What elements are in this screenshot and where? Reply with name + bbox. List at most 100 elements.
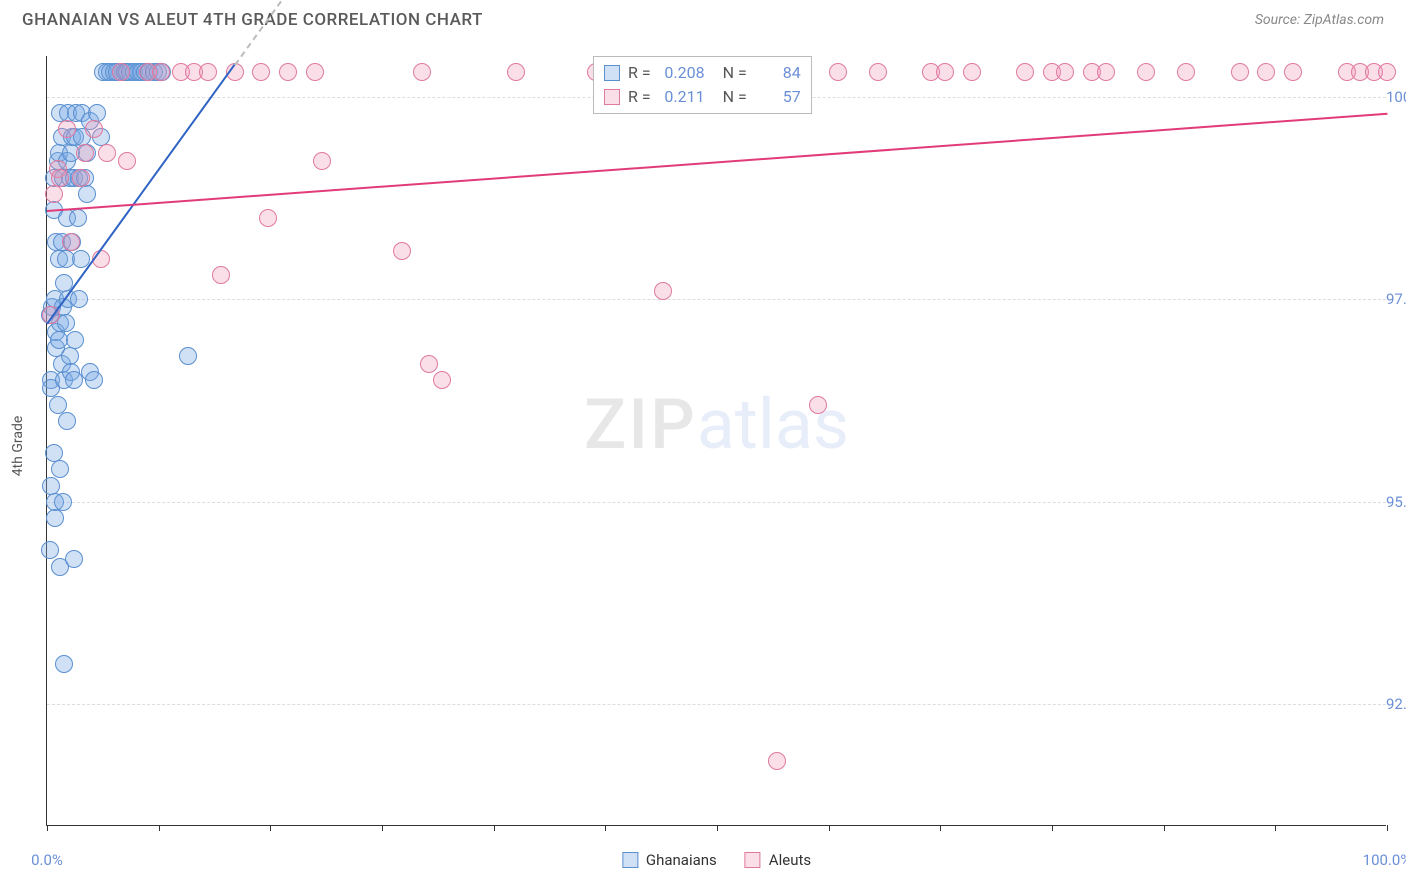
data-point (1284, 63, 1302, 81)
y-tick-label: 100.0% (1378, 88, 1406, 106)
data-point (259, 209, 277, 227)
data-point (42, 477, 60, 495)
legend-label: Aleuts (769, 851, 811, 869)
data-point (507, 63, 525, 81)
stat-label: R = (628, 85, 651, 109)
x-tick (605, 825, 606, 831)
data-point (433, 371, 451, 389)
scatter-plot-area: ZIPatlas GhanaiansAleuts 0.0%100.0%R =0.… (46, 56, 1386, 826)
data-point (1378, 63, 1396, 81)
data-point (393, 242, 411, 260)
data-point (112, 63, 130, 81)
data-point (118, 152, 136, 170)
legend-item: Ghanaians (622, 851, 717, 869)
data-point (1016, 63, 1034, 81)
x-tick-label: 0.0% (31, 851, 63, 869)
stats-row: R = 0.208 N = 84 (604, 61, 801, 85)
data-point (72, 169, 90, 187)
stat-label: N = (723, 61, 747, 85)
data-point (58, 412, 76, 430)
data-point (809, 396, 827, 414)
y-tick-label: 97.5% (1378, 290, 1406, 308)
x-tick (940, 825, 941, 831)
x-tick (717, 825, 718, 831)
x-tick (159, 825, 160, 831)
data-point (1097, 63, 1115, 81)
x-tick (47, 825, 48, 831)
gridline-horizontal (47, 299, 1386, 300)
data-point (78, 185, 96, 203)
x-tick-label: 100.0% (1363, 851, 1406, 869)
data-point (179, 347, 197, 365)
data-point (55, 655, 73, 673)
n-value: 84 (755, 61, 801, 85)
data-point (313, 152, 331, 170)
trendline (47, 113, 1387, 212)
data-point (85, 371, 103, 389)
chart-title: GHANAIAN VS ALEUT 4TH GRADE CORRELATION … (22, 10, 483, 30)
legend-swatch (745, 852, 761, 868)
y-tick-label: 95.0% (1378, 493, 1406, 511)
data-point (69, 209, 87, 227)
data-point (212, 266, 230, 284)
legend-swatch (622, 852, 638, 868)
data-point (46, 509, 64, 527)
data-point (1257, 63, 1275, 81)
series-swatch (604, 65, 620, 81)
legend-label: Ghanaians (646, 851, 717, 869)
data-point (413, 63, 431, 81)
data-point (51, 460, 69, 478)
data-point (66, 331, 84, 349)
data-point (420, 355, 438, 373)
series-legend: Ghanaians Aleuts (622, 851, 811, 869)
data-point (76, 144, 94, 162)
x-tick (494, 825, 495, 831)
n-value: 57 (755, 85, 801, 109)
watermark: ZIPatlas (584, 384, 849, 466)
x-tick (1052, 825, 1053, 831)
data-point (54, 493, 72, 511)
series-swatch (604, 89, 620, 105)
data-point (51, 169, 69, 187)
data-point (58, 120, 76, 138)
legend-item: Aleuts (745, 851, 811, 869)
data-point (829, 63, 847, 81)
r-value: 0.211 (659, 85, 705, 109)
x-tick (270, 825, 271, 831)
stat-label: R = (628, 61, 651, 85)
data-point (62, 233, 80, 251)
x-tick (382, 825, 383, 831)
stats-row: R =0.211N =57 (604, 85, 801, 109)
x-tick (1387, 825, 1388, 831)
data-point (88, 104, 106, 122)
gridline-horizontal (47, 704, 1386, 705)
x-tick (829, 825, 830, 831)
data-point (654, 282, 672, 300)
data-point (152, 63, 170, 81)
data-point (768, 752, 786, 770)
data-point (869, 63, 887, 81)
data-point (49, 396, 67, 414)
data-point (936, 63, 954, 81)
data-point (963, 63, 981, 81)
source-attribution: Source: ZipAtlas.com (1255, 12, 1384, 28)
y-tick-label: 92.5% (1378, 695, 1406, 713)
correlation-stats-box: R = 0.208 N = 84R = 0.211 N = 57 (593, 56, 812, 114)
x-tick (1275, 825, 1276, 831)
data-point (1177, 63, 1195, 81)
gridline-horizontal (47, 502, 1386, 503)
data-point (279, 63, 297, 81)
data-point (98, 144, 116, 162)
data-point (70, 290, 88, 308)
data-point (199, 63, 217, 81)
data-point (85, 120, 103, 138)
data-point (1231, 63, 1249, 81)
r-value: 0.208 (659, 61, 705, 85)
data-point (306, 63, 324, 81)
y-axis-label: 4th Grade (10, 416, 26, 477)
data-point (1137, 63, 1155, 81)
data-point (65, 550, 83, 568)
data-point (41, 541, 59, 559)
data-point (1056, 63, 1074, 81)
data-point (252, 63, 270, 81)
